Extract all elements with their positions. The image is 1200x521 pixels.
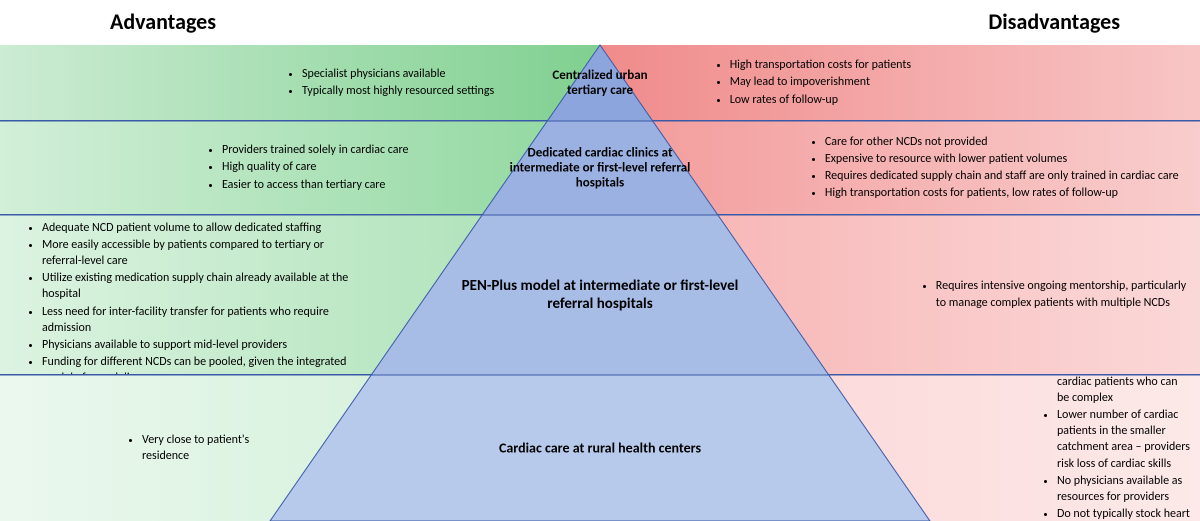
list-item: Very high volume sites; lack of time to …: [1057, 375, 1190, 406]
list-item: Lower number of cardiac patients in the …: [1057, 407, 1190, 472]
tier-label: PEN-Plus model at intermediate or first-…: [450, 277, 750, 313]
advantages-list: Providers trained in integrated NCD care…: [20, 215, 366, 375]
list-item: Less need for inter-facility transfer fo…: [42, 304, 366, 336]
advantages-list: Specialist physicians availableTypically…: [280, 65, 494, 100]
advantages-cell: Very close to patient's residence: [0, 375, 265, 521]
disadvantages-list: High transportation costs for patientsMa…: [708, 56, 911, 109]
band-container: Specialist physicians availableTypically…: [0, 45, 1200, 521]
list-item: No physicians available as resources for…: [1057, 473, 1190, 505]
tier-label: Cardiac care at rural health centers: [450, 440, 750, 457]
list-item: May lead to impoverishment: [730, 74, 911, 90]
band-tier: Specialist physicians availableTypically…: [0, 45, 1200, 121]
list-item: More easily accessible by patients compa…: [42, 237, 366, 269]
disadvantages-cell: High transportation costs for patientsMa…: [658, 45, 1200, 120]
advantages-list: Very close to patient's residence: [120, 431, 265, 465]
disadvantages-cell: Lack of skilled care providersVery high …: [935, 375, 1200, 521]
list-item: Physicians available to support mid-leve…: [42, 337, 366, 353]
list-item: Funding for different NCDs can be pooled…: [42, 354, 366, 375]
list-item: Specialist physicians available: [302, 66, 494, 82]
disadvantages-list: Lack of skilled care providersVery high …: [1035, 375, 1190, 521]
list-item: Care for other NCDs not provided: [825, 134, 1179, 150]
disadvantages-cell: Care for other NCDs not providedExpensiv…: [723, 121, 1200, 214]
advantages-cell: Specialist physicians availableTypically…: [0, 45, 542, 120]
list-item: High quality of care: [222, 159, 409, 175]
disadvantages-cell: Requires intensive ongoing mentorship, p…: [834, 215, 1200, 374]
disadvantages-header: Disadvantages: [988, 8, 1120, 45]
advantages-cell: Providers trained solely in cardiac care…: [0, 121, 477, 214]
list-item: Adequate NCD patient volume to allow ded…: [42, 220, 366, 236]
list-item: Very close to patient's residence: [142, 432, 265, 464]
advantages-cell: Providers trained in integrated NCD care…: [0, 215, 366, 374]
list-item: Low rates of follow-up: [730, 92, 911, 108]
band-tier: Very close to patient's residence Lack of…: [0, 375, 1200, 521]
list-item: High transportation costs for patients: [730, 57, 911, 73]
band-tier: Providers trained solely in cardiac care…: [0, 121, 1200, 215]
list-item: Expensive to resource with lower patient…: [825, 151, 1179, 167]
list-item: Requires intensive ongoing mentorship, p…: [936, 278, 1190, 310]
advantages-list: Providers trained solely in cardiac care…: [200, 141, 409, 194]
disadvantages-list: Requires intensive ongoing mentorship, p…: [914, 277, 1190, 311]
header-row: Advantages Disadvantages: [0, 0, 1200, 45]
list-item: High transportation costs for patients, …: [825, 185, 1179, 201]
tier-label: Centralized urban tertiary care: [545, 68, 655, 98]
list-item: Requires dedicated supply chain and staf…: [825, 168, 1179, 184]
advantages-header: Advantages: [110, 8, 216, 45]
list-item: Easier to access than tertiary care: [222, 177, 409, 193]
list-item: Providers trained in integrated NCD care: [42, 215, 366, 219]
list-item: Typically most highly resourced settings: [302, 83, 494, 99]
disadvantages-list: Care for other NCDs not providedExpensiv…: [803, 133, 1179, 203]
band-tier: Providers trained in integrated NCD care…: [0, 215, 1200, 375]
list-item: Providers trained solely in cardiac care: [222, 142, 409, 158]
list-item: Utilize existing medication supply chain…: [42, 270, 366, 302]
tier-label: Dedicated cardiac clinics at intermediat…: [492, 145, 708, 190]
list-item: Do not typically stock heart failure med…: [1057, 506, 1190, 521]
